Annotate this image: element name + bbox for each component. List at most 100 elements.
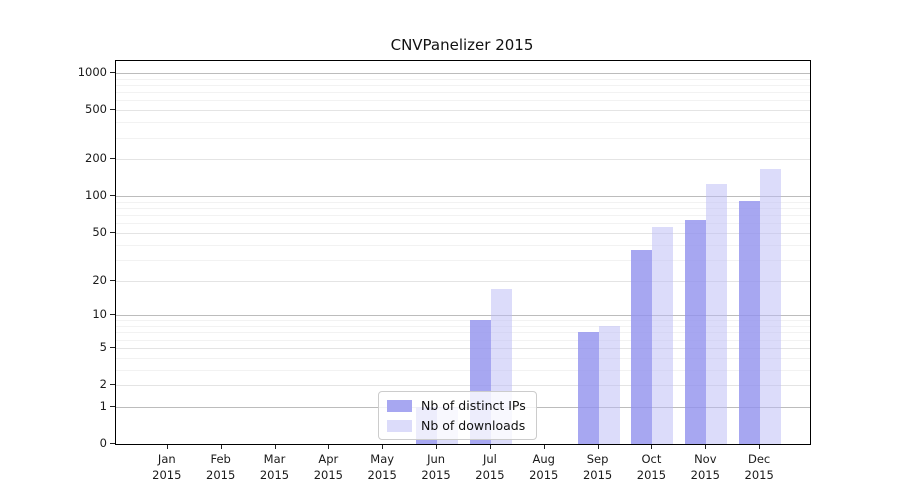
x-tick-month: Aug (532, 452, 555, 466)
x-tick-label: Oct 2015 (623, 451, 679, 483)
legend-label: Nb of downloads (421, 418, 526, 433)
legend-entry: Nb of downloads (387, 418, 526, 433)
x-tick-mark (597, 445, 599, 449)
gridline-medium (116, 385, 810, 386)
gridline-minor (116, 122, 810, 124)
x-tick-year: 2015 (259, 468, 290, 482)
legend: Nb of distinct IPs Nb of downloads (378, 391, 537, 440)
gridline-minor (116, 326, 810, 327)
gridline-minor (116, 100, 810, 102)
x-tick-year: 2015 (206, 468, 236, 482)
gridline-minor (116, 208, 810, 210)
plot-area: Nb of distinct IPs Nb of downloads (115, 60, 811, 445)
x-tick-year: 2015 (475, 468, 505, 482)
y-tick-label: 1000 (77, 64, 107, 79)
bar-sep-2015-downloads (598, 326, 620, 444)
y-tick-mark (110, 109, 115, 111)
x-tick-label: Apr 2015 (300, 451, 356, 483)
x-tick-mark (328, 445, 330, 449)
y-tick-label: 500 (85, 102, 107, 117)
x-tick-mark (436, 445, 438, 449)
gridline-minor (116, 369, 810, 371)
x-tick-mark (543, 445, 545, 449)
y-tick-mark (110, 158, 115, 160)
y-tick-mark (110, 231, 115, 233)
x-tick-mark (759, 445, 761, 449)
bar-dec-2015-downloads (760, 169, 782, 444)
gridline-minor (116, 201, 810, 203)
x-tick-month: Dec (748, 452, 771, 466)
x-tick-month: Mar (263, 452, 286, 466)
x-tick-year: 2015 (636, 468, 667, 482)
y-tick-label: 0 (99, 436, 107, 450)
y-tick-label: 20 (92, 272, 107, 287)
gridline-medium (116, 232, 810, 234)
y-tick-mark (110, 346, 115, 348)
gridline-minor (116, 78, 810, 80)
chart-title: CNVPanelizer 2015 (390, 36, 534, 54)
bar-oct-2015-downloads (652, 226, 674, 444)
gridline-medium (116, 347, 810, 349)
x-tick-year: 2015 (367, 468, 397, 482)
y-tick-label: 5 (99, 339, 107, 354)
x-tick-year: 2015 (744, 468, 774, 482)
x-tick-mark (382, 445, 384, 449)
y-tick-mark (110, 405, 115, 407)
gridline-minor (116, 320, 810, 322)
x-tick-month: Sep (586, 452, 609, 466)
x-tick-month: May (370, 452, 395, 466)
gridline-medium (116, 159, 810, 161)
gridline-major (116, 315, 810, 317)
x-tick-year: 2015 (690, 468, 720, 482)
y-tick-label: 50 (92, 224, 107, 239)
gridline-minor (116, 339, 810, 341)
x-tick-month: Jan (157, 452, 176, 466)
y-tick-label: 2 (99, 377, 107, 391)
y-tick-label: 10 (92, 307, 107, 322)
x-tick-label: Aug 2015 (516, 451, 572, 483)
gridline-minor (116, 223, 810, 225)
y-tick-mark (110, 314, 115, 316)
x-tick-label: Jan 2015 (139, 451, 195, 483)
gridline-minor (116, 215, 810, 217)
x-tick-month: Nov (694, 452, 717, 466)
legend-entry: Nb of distinct IPs (387, 398, 526, 413)
bar-sep-2015-ips (577, 332, 599, 444)
x-tick-label: May 2015 (354, 451, 410, 483)
x-tick-label: Jun 2015 (408, 451, 464, 483)
x-tick-year: 2015 (529, 468, 559, 482)
gridline-medium (116, 280, 810, 282)
x-tick-mark (705, 445, 707, 449)
gridline-minor (116, 84, 810, 86)
y-tick-mark (110, 279, 115, 281)
x-tick-label: Mar 2015 (247, 451, 303, 483)
bar-dec-2015-ips (739, 200, 761, 444)
y-tick-mark (110, 443, 115, 444)
x-tick-mark (651, 445, 653, 449)
gridline-minor (116, 357, 810, 359)
legend-swatch-icon (387, 419, 412, 432)
x-tick-mark (166, 445, 168, 449)
gridline-minor (116, 244, 810, 246)
x-tick-month: Jul (482, 452, 497, 466)
gridline-minor (116, 259, 810, 261)
gridline-minor (116, 92, 810, 94)
y-tick-mark (110, 71, 115, 73)
y-tick-label: 1 (99, 398, 107, 413)
x-tick-label: Dec 2015 (731, 451, 787, 483)
x-tick-month: Feb (210, 452, 231, 466)
x-tick-year: 2015 (582, 468, 613, 482)
bar-nov-2015-ips (685, 219, 707, 444)
x-tick-label: Jul 2015 (462, 451, 518, 483)
y-tick-label: 100 (85, 188, 107, 203)
gridline-medium (116, 110, 810, 112)
gridline-minor (116, 332, 810, 334)
x-tick-mark (489, 445, 491, 449)
y-tick-label: 200 (85, 151, 107, 166)
x-tick-label: Nov 2015 (677, 451, 733, 483)
gridline-major (116, 196, 810, 198)
legend-label: Nb of distinct IPs (421, 398, 526, 413)
x-tick-month: Oct (641, 452, 662, 466)
x-tick-month: Apr (318, 452, 339, 466)
y-tick-mark (110, 384, 115, 385)
